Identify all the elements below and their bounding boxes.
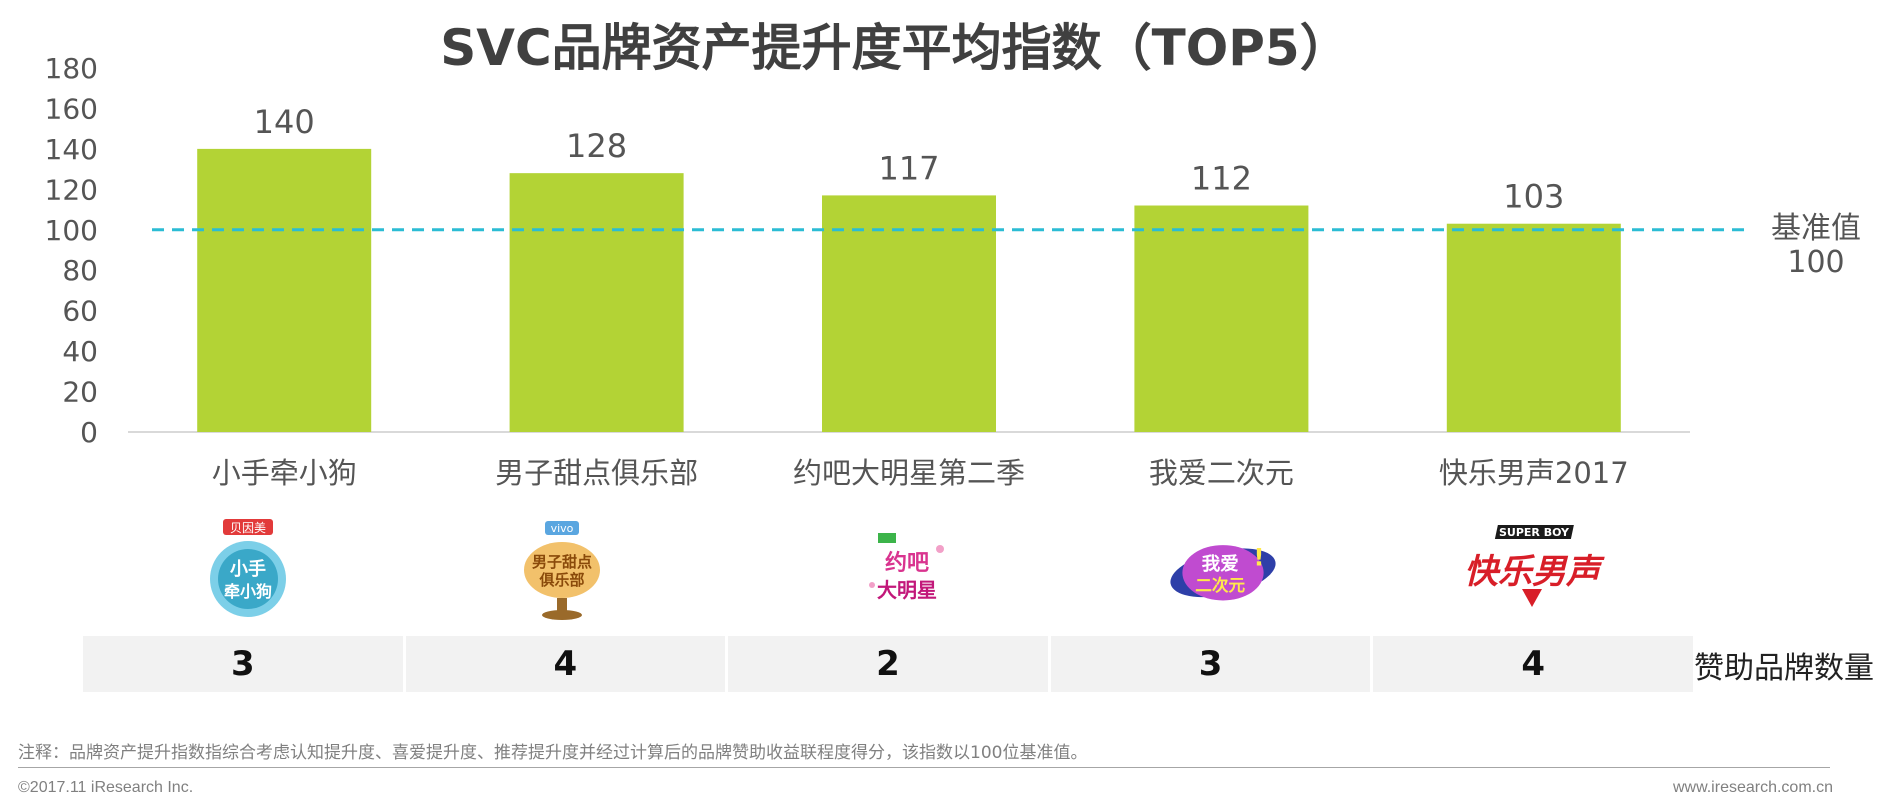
y-tick-label: 20: [62, 376, 98, 409]
baseline-label-text: 基准值: [1771, 211, 1861, 246]
y-tick-label: 120: [45, 173, 98, 206]
y-tick-label: 0: [80, 416, 98, 449]
svg-text:快乐男声: 快乐男声: [1464, 552, 1605, 592]
bar-chart: 0 20 40 60 80 100 120 140 160 180 140 小手牵小狗 128 男子甜点俱…: [45, 52, 1752, 490]
bar: [1134, 205, 1309, 432]
y-tick-label: 40: [62, 335, 98, 368]
logo-sponsor-text-1: 贝因美: [230, 521, 266, 535]
sponsor-count-cell: 4: [405, 636, 726, 692]
category-label: 快乐男声2017: [1439, 456, 1629, 490]
star-date-logo-icon: 约吧 大明星: [847, 515, 967, 625]
y-tick-label: 60: [62, 295, 98, 328]
data-label: 117: [878, 149, 939, 187]
sponsor-count-cell: 3: [1050, 636, 1371, 692]
copyright: ©2017.11 iResearch Inc.: [18, 779, 194, 796]
category-label: 我爱二次元: [1149, 456, 1294, 490]
svg-text:男子甜点: 男子甜点: [532, 553, 592, 571]
footer-divider: [18, 767, 1830, 768]
sponsor-count-row: 3 4 2 3 4: [83, 636, 1693, 692]
y-tick-label: 160: [45, 92, 98, 125]
baseline-label: 基准值 100: [1768, 212, 1864, 280]
bar: [197, 148, 372, 432]
category-label: 男子甜点俱乐部: [495, 456, 698, 490]
y-tick-label: 80: [62, 254, 98, 287]
svg-text:约吧: 约吧: [885, 550, 929, 576]
category-label: 约吧大明星第二季: [793, 456, 1025, 490]
svg-text:我爱: 我爱: [1202, 554, 1239, 575]
beingmate-puppy-show-logo-icon: 贝因美 小手 牵小狗: [188, 515, 308, 625]
y-tick-label: 100: [45, 214, 98, 247]
bar: [509, 173, 684, 432]
i-love-acg-logo-icon: 我爱 二次元 !: [1163, 515, 1283, 625]
bar: [822, 195, 996, 432]
logo-sponsor-text-5: SUPER BOY: [1499, 526, 1570, 539]
svg-text:牵小狗: 牵小狗: [224, 582, 272, 601]
y-tick-label: 180: [45, 52, 98, 85]
super-boy-logo-icon: SUPER BOY 快乐男声: [1452, 515, 1612, 625]
vivo-dessert-club-logo-icon: vivo 男子甜点 俱乐部: [502, 515, 622, 625]
svg-text:二次元: 二次元: [1195, 575, 1245, 595]
svg-text:!: !: [1254, 543, 1265, 571]
category-label: 小手牵小狗: [212, 456, 357, 490]
svg-text:小手: 小手: [230, 558, 266, 580]
bar: [1446, 223, 1621, 432]
website-link[interactable]: www.iresearch.com.cn: [1672, 779, 1833, 796]
chart-title: SVC品牌资产提升度平均指数（TOP5）: [440, 19, 1350, 77]
baseline-label-value: 100: [1787, 245, 1845, 280]
y-tick-label: 140: [45, 133, 98, 166]
logo-sponsor-text-2: vivo: [551, 522, 574, 535]
sponsor-count-cell: 2: [728, 636, 1048, 692]
sponsor-count-cell: 3: [83, 636, 403, 692]
footnote: 注释：品牌资产提升指数指综合考虑认知提升度、喜爱提升度、推荐提升度并经过计算后的…: [18, 743, 1088, 763]
sponsor-count-label: 赞助品牌数量: [1694, 651, 1874, 686]
svg-text:大明星: 大明星: [877, 578, 937, 602]
data-label: 112: [1191, 160, 1252, 198]
data-label: 103: [1503, 178, 1564, 216]
svg-text:俱乐部: 俱乐部: [538, 571, 584, 589]
data-label: 128: [566, 127, 627, 165]
data-label: 140: [254, 103, 315, 141]
show-logos: 贝因美 小手 牵小狗 vivo 男子甜点 俱乐部 约吧 大明星: [0, 515, 1880, 630]
sponsor-count-cell: 4: [1373, 636, 1693, 692]
